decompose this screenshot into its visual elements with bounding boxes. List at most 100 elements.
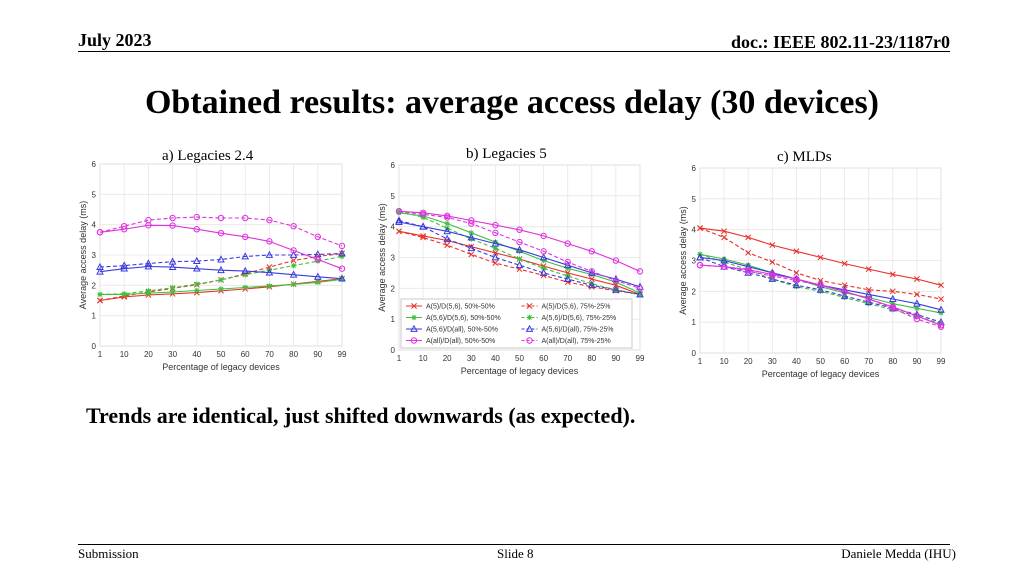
data-point: [291, 263, 297, 269]
x-tick-label: 80: [289, 350, 298, 359]
data-point: [866, 301, 872, 307]
y-tick-label: 1: [92, 312, 97, 321]
y-tick-label: 4: [391, 223, 396, 232]
data-point: [612, 257, 620, 264]
x-tick-label: 60: [241, 350, 250, 359]
data-point: [563, 274, 572, 282]
data-point: [564, 258, 571, 266]
chart-b-subtitle: b) Legacies 5: [466, 146, 547, 162]
x-tick-label: 20: [443, 354, 452, 363]
data-point: [697, 225, 703, 232]
x-tick-label: 50: [217, 350, 226, 359]
legend-entry: A(5,6)/D(all), 50%-50%: [406, 324, 498, 334]
data-point: [589, 281, 595, 287]
data-point: [339, 276, 345, 282]
legend-label: A(5,6)/D(all), 75%-25%: [542, 327, 614, 334]
data-point: [817, 288, 824, 294]
x-tick-label: 99: [338, 350, 347, 359]
y-tick-label: 5: [692, 195, 697, 204]
legend-label: A(5,6)/D(5,6), 75%-25%: [542, 315, 617, 322]
data-point: [144, 259, 153, 267]
legend-entry: A(5,6)/D(all), 75%-25%: [521, 324, 614, 334]
series-line: [99, 216, 343, 247]
y-tick-label: 0: [692, 349, 697, 358]
data-point: [170, 285, 176, 291]
slide-title: Obtained results: average access delay (…: [144, 84, 880, 121]
data-point: [217, 229, 225, 237]
data-point: [841, 288, 848, 295]
legend-label: A(5,6)/D(all), 50%-50%: [426, 327, 498, 334]
data-point: [612, 285, 620, 293]
data-point: [419, 211, 427, 218]
data-point: [241, 252, 250, 260]
data-point: [121, 226, 128, 233]
data-point: [468, 230, 474, 236]
series-6: [395, 216, 644, 298]
data-point: [242, 214, 249, 222]
x-tick-label: 70: [864, 357, 873, 366]
legend-entry: A(5,6)/D(5,6), 50%-50%: [406, 314, 501, 322]
y-tick-label: 4: [692, 226, 697, 235]
data-point: [515, 245, 524, 253]
series-line: [99, 255, 343, 295]
footer-submission: Submission: [78, 546, 139, 561]
data-point: [817, 254, 824, 261]
data-point: [290, 222, 297, 230]
y-tick-label: 6: [692, 164, 697, 173]
legend-label: A(5)/D(5,6), 75%-25%: [542, 304, 611, 311]
data-point: [96, 267, 104, 275]
data-point: [889, 271, 896, 278]
y-tick-label: 2: [692, 287, 697, 296]
legend-marker: [526, 303, 533, 309]
y-tick-label: 2: [92, 281, 97, 290]
data-point: [540, 248, 547, 255]
x-tick-label: 50: [515, 354, 524, 363]
series-8: [395, 208, 644, 292]
data-point: [637, 291, 643, 298]
data-point: [444, 214, 451, 221]
x-tick-label: 1: [98, 350, 103, 359]
x-tick-label: 40: [491, 354, 500, 363]
legend-label: A(all)/D(all), 50%-50%: [426, 338, 495, 345]
data-point: [444, 242, 451, 249]
series-line: [99, 265, 343, 280]
x-tick-label: 80: [888, 357, 897, 366]
data-point: [720, 263, 728, 270]
data-point: [842, 294, 848, 301]
data-point: [420, 234, 427, 241]
series-7: [96, 222, 346, 272]
chart-c-subtitle: c) MLDs: [777, 149, 832, 165]
series-line: [699, 264, 942, 328]
data-point: [817, 277, 824, 284]
data-point: [516, 226, 523, 233]
legend-marker: [525, 324, 534, 332]
data-point: [120, 261, 129, 269]
data-point: [242, 284, 248, 291]
legend-entry: A(5,6)/D(5,6), 75%-25%: [521, 314, 617, 322]
series-6: [96, 249, 346, 271]
data-point: [636, 290, 644, 298]
data-point: [444, 220, 450, 227]
data-point: [841, 282, 848, 289]
y-tick-label: 6: [92, 160, 97, 169]
footer-author: Daniele Medda (IHU): [841, 546, 956, 561]
y-tick-label: 3: [92, 251, 97, 260]
data-point: [865, 266, 872, 273]
data-point: [266, 283, 272, 289]
data-point: [491, 253, 500, 261]
data-point: [516, 238, 523, 246]
data-point: [266, 238, 273, 245]
data-point: [338, 274, 346, 282]
x-tick-label: 60: [840, 357, 849, 366]
data-point: [194, 281, 200, 287]
data-point: [193, 213, 201, 221]
y-tick-label: 5: [92, 190, 97, 199]
x-tick-label: 99: [937, 357, 946, 366]
y-tick-label: 0: [92, 342, 97, 351]
data-point: [443, 227, 452, 235]
data-point: [866, 294, 872, 301]
x-axis-label: Percentage of legacy devices: [762, 369, 880, 379]
y-tick-label: 1: [391, 315, 396, 324]
data-point: [193, 226, 201, 233]
data-point: [121, 291, 127, 297]
